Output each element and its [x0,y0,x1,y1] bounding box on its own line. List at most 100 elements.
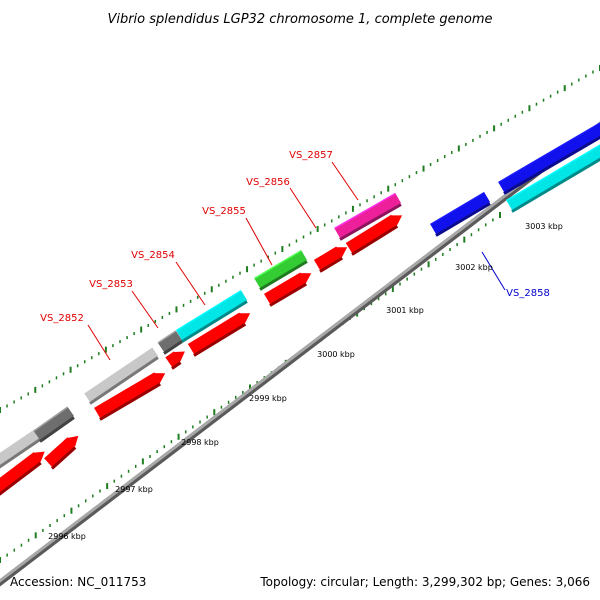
red-gene-a-highlight [0,452,35,480]
red-gene-a-edge [0,461,42,496]
kbp-label: 3003 kbp [525,222,563,231]
dark-gray-gene-b-body [157,330,182,352]
gene-label-vs_2857[interactable]: VS_2857 [289,150,333,161]
red-gene-c-edge [99,382,162,421]
green-gene-body [254,250,307,288]
blue-gene-b-body [498,123,600,192]
gene-label-vs_2852[interactable]: VS_2852 [40,313,84,324]
red-gene-d-highlight [165,351,175,359]
dark-gray-gene-a[interactable] [33,406,75,443]
gene-label-vs_2854[interactable]: VS_2854 [131,250,175,261]
gene-label-leader [175,261,206,306]
kbp-label: 3000 kbp [317,350,355,359]
kbp-label: 2999 kbp [249,394,287,403]
cyan-gene-edge [181,300,248,343]
dark-gray-gene-b[interactable] [157,330,183,355]
inner-tick-track [0,212,501,563]
red-gene-b[interactable] [44,435,79,470]
red-gene-f-edge [269,282,308,307]
blue-gene-a-body [430,192,490,234]
red-gene-h-highlight [345,214,392,245]
magenta-gene-highlight [334,192,396,230]
gene-label-leader [131,290,159,329]
gray-gene-b-edge [89,356,159,405]
blue-gene-a-highlight [430,191,485,226]
blue-gene-b-edge [503,135,600,195]
gene-label-leader [481,251,506,291]
gene-features [0,121,600,502]
red-gene-h-edge [351,224,399,256]
red-gene-g-body [314,247,348,270]
green-gene-edge [259,260,308,291]
red-gene-b-edge [50,446,77,470]
red-gene-e-body [188,313,251,354]
gene-label-leader [87,324,111,361]
map-title: Vibrio splendidus LGP32 chromosome 1, co… [107,12,492,27]
gray-gene-b-body [83,346,158,402]
gene-label-vs_2856[interactable]: VS_2856 [246,177,290,188]
blue-gene-b[interactable] [498,121,600,195]
dark-gray-gene-b-highlight [157,330,177,344]
blue-gene-b-highlight [498,122,600,184]
red-gene-f-highlight [264,272,302,296]
red-gene-e[interactable] [187,312,251,357]
kbp-label: 2998 kbp [181,438,219,447]
blue-gene-a-edge [435,202,491,237]
gene-label-leader [245,217,273,266]
kbp-label: 2997 kbp [115,485,153,494]
kbp-labels: 2996 kbp 2997 kbp 2998 kbp 2999 kbp 3000 kbp… [48,222,563,541]
red-gene-h-body [346,215,403,253]
red-gene-g-highlight [313,246,338,262]
red-gene-a-body [0,451,45,493]
cyan-gene-b[interactable] [506,143,600,213]
red-gene-h[interactable] [345,214,403,256]
gray-gene-a-edge [0,438,41,469]
genome-summary-text: Topology: circular; Length: 3,299,302 bp… [259,575,590,589]
gene-label-leader [331,161,359,201]
dark-gray-gene-a-edge [39,416,75,443]
accession-text: Accession: NC_011753 [10,575,146,589]
red-gene-c-body [94,373,166,418]
kbp-label: 3001 kbp [386,306,424,315]
cyan-gene-body [176,290,247,340]
magenta-gene-edge [339,203,402,241]
kbp-label: 2996 kbp [48,532,86,541]
red-gene-b-body [44,435,79,467]
cyan-gene[interactable] [175,289,248,343]
green-gene-highlight [253,249,302,280]
gene-label-vs_2855[interactable]: VS_2855 [202,206,246,217]
red-gene-b-highlight [44,437,69,460]
cyan-gene-b-edge [511,157,600,213]
dark-gray-gene-a-body [33,407,74,440]
gray-gene-b-highlight [83,346,153,394]
red-gene-g-edge [319,256,344,273]
green-gene[interactable] [253,249,308,291]
gene-label-vs_2853[interactable]: VS_2853 [89,279,133,290]
red-gene-a[interactable] [0,451,45,502]
cyan-gene-b-body [506,145,600,210]
red-gene-c[interactable] [94,372,166,421]
red-gene-f-body [264,273,312,304]
cyan-gene-b-highlight [506,144,600,202]
gene-label-leader [289,187,317,229]
red-gene-c-highlight [94,372,156,410]
red-gene-d[interactable] [165,351,185,370]
gray-gene-b[interactable] [83,346,159,405]
kbp-label: 3002 kbp [455,263,493,272]
red-gene-f[interactable] [264,272,312,307]
gray-gene-a-body [0,428,40,466]
blue-gene-a[interactable] [430,191,491,237]
gene-label-vs_2858[interactable]: VS_2858 [506,288,550,299]
red-gene-d-edge [171,361,182,370]
magenta-gene-body [334,193,401,238]
dark-gray-gene-b-edge [163,340,183,355]
magenta-gene[interactable] [334,192,402,241]
gene-labels: VS_2852 VS_2853 VS_2854 VS_2855 VS_2856 VS_28… [40,150,550,361]
red-gene-g[interactable] [313,246,348,273]
cyan-gene-highlight [175,289,242,332]
red-gene-e-edge [193,322,247,357]
dark-gray-gene-a-highlight [33,406,69,432]
red-gene-e-highlight [187,312,240,346]
gray-gene-a[interactable] [0,428,41,474]
